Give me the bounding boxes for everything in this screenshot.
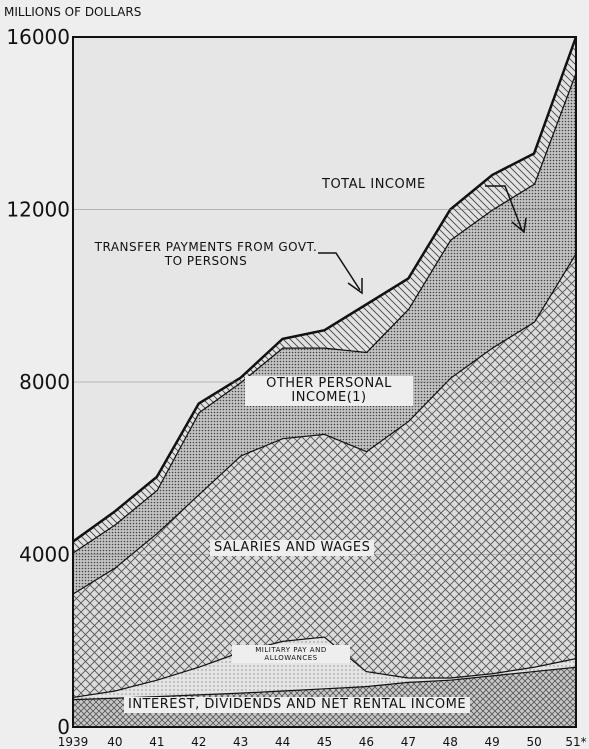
x-tick-label: 40 [107,735,122,749]
area [73,71,576,594]
areas [72,36,578,728]
series-label: MILITARY PAY AND ALLOWANCES [232,645,350,663]
x-tick-label: 48 [443,735,458,749]
y-tick-label: 12000 [6,198,70,222]
annotation: TOTAL INCOME [322,177,426,192]
x-tick-label: 42 [191,735,206,749]
x-tick-label: 41 [149,735,164,749]
y-tick-label: 4000 [19,543,70,567]
plot-frame [72,36,577,728]
area-edge [72,635,577,699]
x-tick-label: 51* [565,735,586,749]
x-tick-label: 45 [317,735,332,749]
arrow-head [347,278,363,295]
x-tick-label: 50 [526,735,541,749]
area [73,252,576,697]
y-tick-label: 8000 [19,370,70,394]
series-label: INTEREST, DIVIDENDS AND NET RENTAL INCOM… [124,697,471,713]
x-tick-label: 47 [401,735,416,749]
arrow-head [511,217,527,234]
x-tick-label: 43 [233,735,248,749]
y-axis-label: MILLIONS OF DOLLARS [4,5,141,19]
x-tick-label: 49 [485,735,500,749]
x-tick-label: 46 [359,735,374,749]
area-edge [72,36,578,543]
series-label: SALARIES AND WAGES [210,540,375,556]
annotation-lines [318,185,527,295]
x-tick-label: 44 [275,735,290,749]
area [73,636,576,699]
arrow [485,185,523,231]
series-label: OTHER PERSONAL INCOME(1) [245,376,413,406]
series-label: TRANSFER PAYMENTS FROM GOVT. TO PERSONS [94,240,318,268]
x-tick-label: 1939 [58,735,89,749]
y-tick-label: 16000 [6,25,70,49]
y-tick-label: 0 [57,715,70,739]
arrow [318,252,361,291]
